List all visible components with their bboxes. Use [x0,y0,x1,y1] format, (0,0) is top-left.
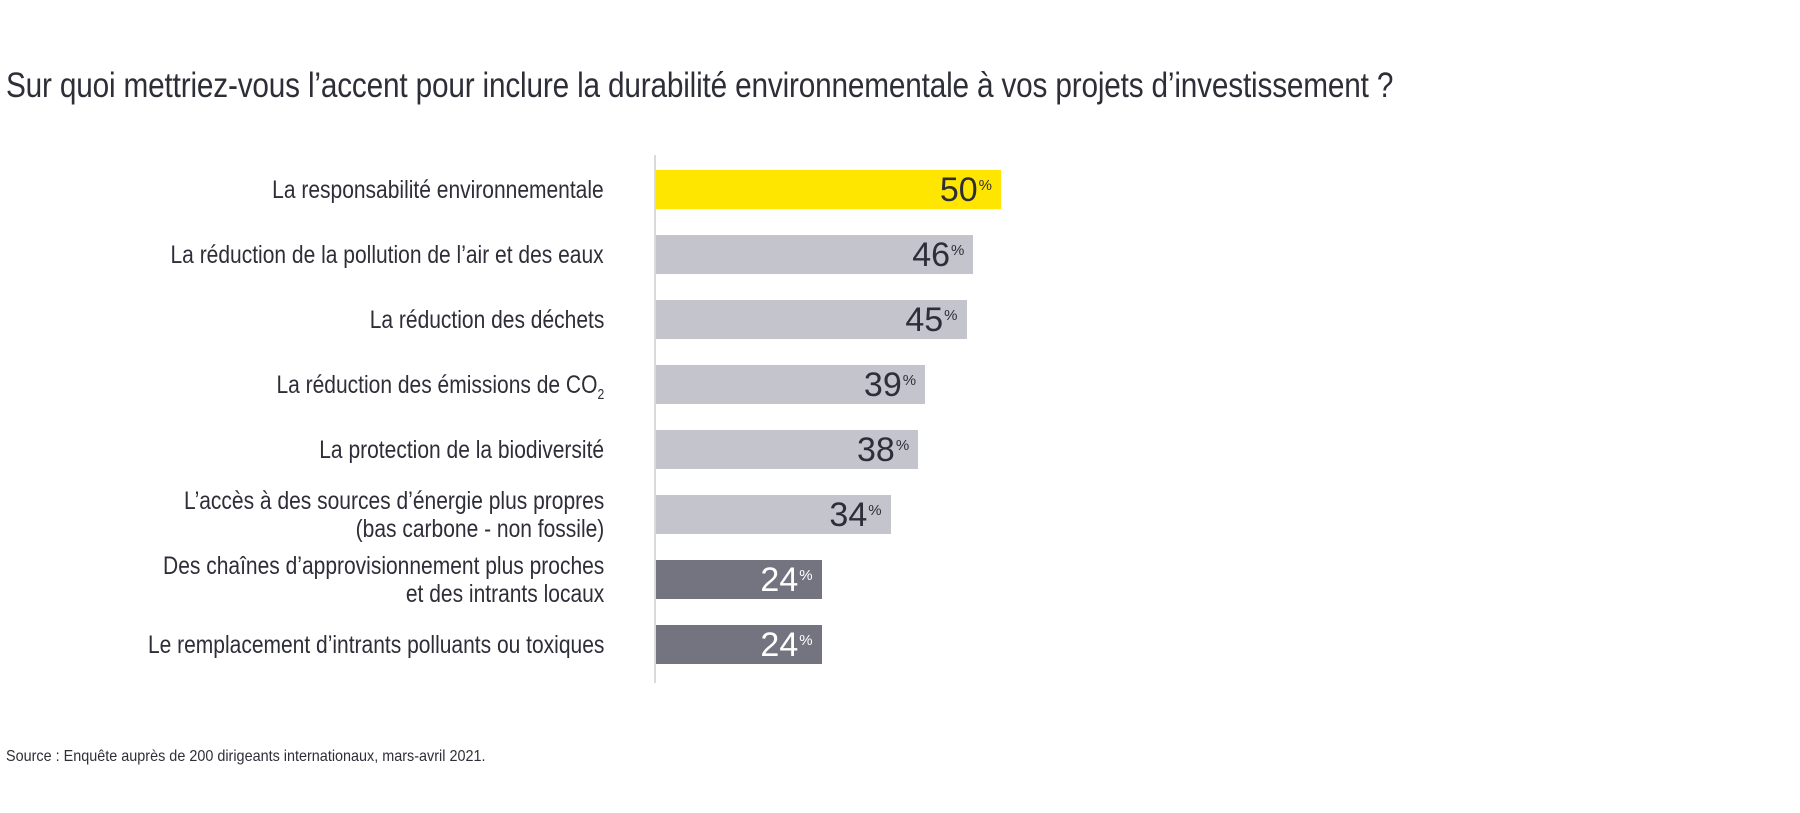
source-note: Source : Enquête auprès de 200 dirigeant… [6,748,486,765]
bar-label: L’accès à des sources d’énergie plus pro… [183,486,604,543]
bar-value: 39% [863,365,917,404]
bar-label: Des chaînes d’approvisionnement plus pro… [162,551,604,608]
bar-label: La responsabilité environnementale [272,175,604,204]
bar-label-subscript: 2 [597,386,604,403]
bar-label: Le remplacement d’intrants polluants ou … [147,630,604,659]
bar: 24% [656,625,822,664]
percent-sign: % [978,176,992,194]
bar: 39% [656,365,926,404]
percent-sign: % [799,631,813,649]
page-title: Sur quoi mettriez-vous l’accent pour inc… [6,66,1394,106]
percent-sign: % [895,436,910,454]
bar-label: La réduction de la pollution de l’air et… [170,240,604,269]
bar-label: La réduction des déchets [369,305,604,334]
percent-sign: % [902,371,917,389]
bar-value: 46% [912,235,965,274]
percent-sign: % [799,566,813,584]
bar: 45% [656,300,967,339]
bar: 50% [656,170,1001,209]
percent-sign: % [951,241,965,259]
bar: 46% [656,235,974,274]
percent-sign: % [868,501,882,519]
percent-sign: % [944,306,958,324]
bar: 24% [656,560,822,599]
bar: 34% [656,495,891,534]
bar-value: 38% [857,430,910,469]
bar-value: 45% [905,300,958,339]
bar-label: La protection de la biodiversité [319,435,604,464]
bar-value: 34% [829,495,882,534]
bar: 38% [656,430,919,469]
bar-value: 24% [760,625,813,664]
bar-value: 50% [939,170,992,209]
bar-value: 24% [760,560,813,599]
bar-label: La réduction des émissions de CO2 [276,370,604,403]
axis-line [654,155,656,683]
